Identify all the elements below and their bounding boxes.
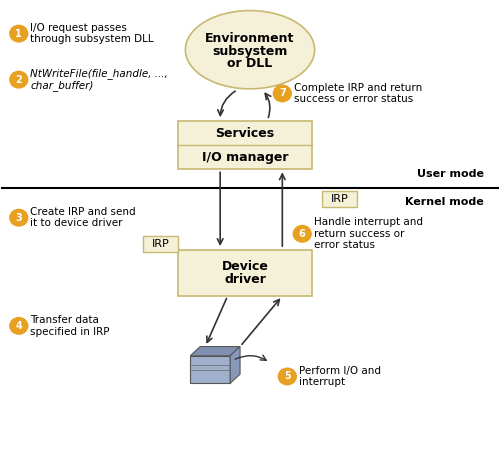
Circle shape: [278, 368, 296, 385]
Text: Services: Services: [216, 126, 274, 140]
Polygon shape: [190, 347, 240, 356]
Circle shape: [10, 209, 28, 226]
Circle shape: [10, 318, 28, 334]
Text: Complete IRP and return
success or error status: Complete IRP and return success or error…: [294, 82, 422, 104]
FancyBboxPatch shape: [178, 250, 312, 296]
Text: 1: 1: [16, 29, 22, 38]
Polygon shape: [190, 356, 230, 383]
Ellipse shape: [186, 11, 314, 89]
Text: Kernel mode: Kernel mode: [405, 197, 483, 207]
Text: Transfer data
specified in IRP: Transfer data specified in IRP: [30, 315, 110, 337]
Circle shape: [294, 225, 311, 242]
FancyBboxPatch shape: [143, 236, 178, 252]
Text: IRP: IRP: [152, 239, 170, 249]
Circle shape: [274, 85, 291, 102]
FancyBboxPatch shape: [322, 191, 357, 207]
Circle shape: [10, 25, 28, 42]
Text: NtWriteFile(file_handle, ...,
char_buffer): NtWriteFile(file_handle, ..., char_buffe…: [30, 68, 168, 91]
Text: I/O request passes
through subsystem DLL: I/O request passes through subsystem DLL: [30, 23, 154, 44]
Text: 3: 3: [16, 213, 22, 223]
Text: Environment: Environment: [206, 31, 294, 45]
Text: driver: driver: [224, 273, 266, 286]
Text: subsystem: subsystem: [212, 44, 288, 57]
Text: 2: 2: [16, 75, 22, 85]
Text: 7: 7: [279, 88, 285, 99]
Text: Create IRP and send
it to device driver: Create IRP and send it to device driver: [30, 207, 136, 229]
Text: Perform I/O and
interrupt: Perform I/O and interrupt: [298, 366, 380, 387]
Text: User mode: User mode: [416, 169, 484, 179]
Text: Handle interrupt and
return success or
error status: Handle interrupt and return success or e…: [314, 217, 422, 250]
FancyBboxPatch shape: [178, 121, 312, 169]
Text: 6: 6: [299, 229, 306, 239]
Text: 5: 5: [284, 371, 290, 382]
Text: IRP: IRP: [330, 194, 348, 204]
Circle shape: [10, 71, 28, 88]
Text: 4: 4: [16, 321, 22, 331]
Text: I/O manager: I/O manager: [202, 151, 288, 164]
Polygon shape: [230, 347, 240, 383]
Text: Device: Device: [222, 260, 268, 273]
Text: or DLL: or DLL: [228, 57, 272, 70]
